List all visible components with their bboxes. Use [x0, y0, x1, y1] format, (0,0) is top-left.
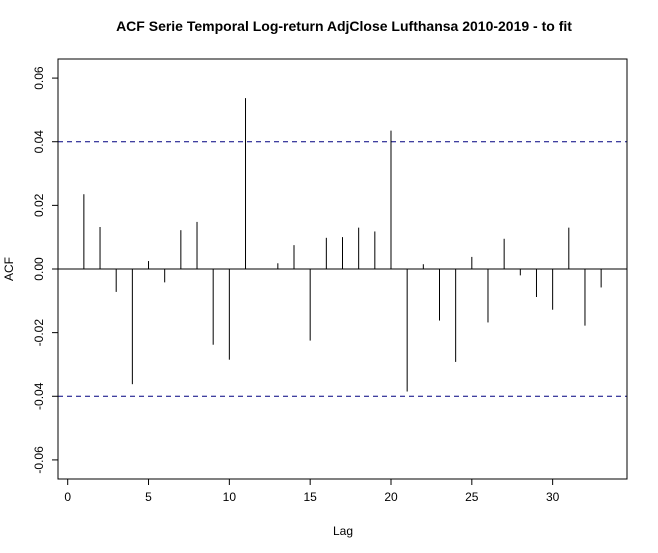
y-tick-label: 0.00 [32, 257, 46, 281]
y-tick-label: -0.04 [32, 382, 46, 410]
x-tick-label: 0 [64, 490, 71, 504]
x-axis-label: Lag [333, 524, 353, 538]
x-tick-label: 10 [223, 490, 237, 504]
y-tick-label: 0.02 [32, 193, 46, 217]
x-tick-label: 25 [465, 490, 479, 504]
y-tick-label: 0.06 [32, 66, 46, 90]
chart-title: ACF Serie Temporal Log-return AdjClose L… [116, 18, 572, 34]
x-tick-label: 5 [145, 490, 152, 504]
y-axis-label-group: ACF [2, 257, 16, 281]
y-axis-label: ACF [2, 257, 16, 281]
x-tick-label: 30 [546, 490, 560, 504]
y-tick-label: 0.04 [32, 130, 46, 154]
y-tick-label: -0.06 [32, 446, 46, 474]
x-tick-label: 20 [384, 490, 398, 504]
y-tick-label: -0.02 [32, 319, 46, 347]
plot-area: 0 5 10 15 20 25 30 -0.06 -0.04 -0.02 0.00 0.02 0.04 0… [32, 58, 628, 504]
x-tick-label: 15 [303, 490, 317, 504]
